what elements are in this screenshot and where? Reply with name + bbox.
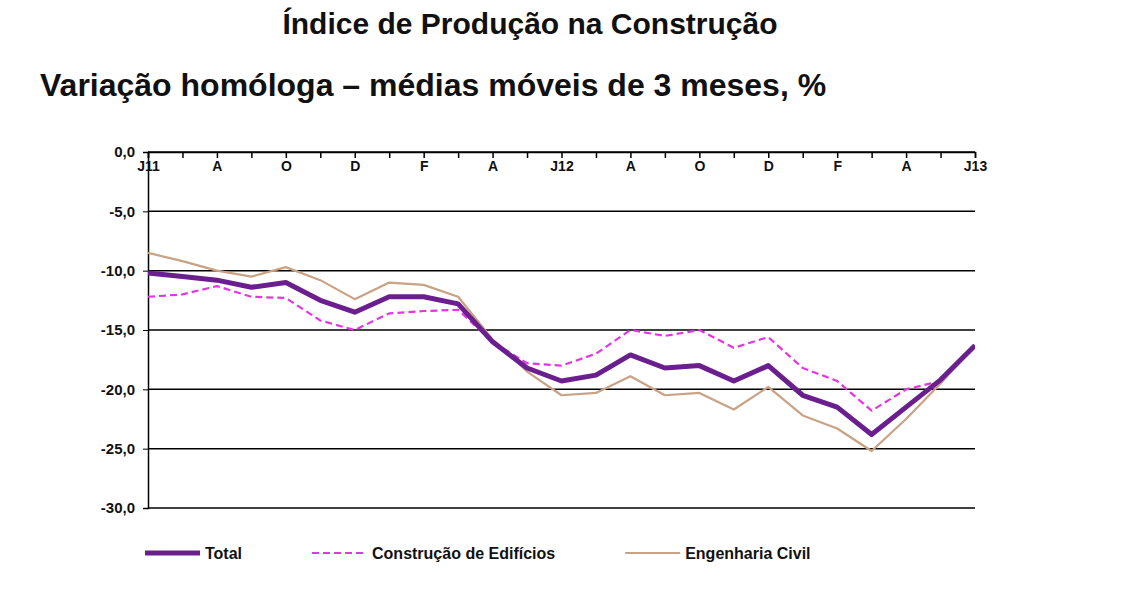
x-tick-mark (458, 152, 460, 158)
legend-item: Total (145, 545, 242, 562)
x-tick-mark (251, 152, 253, 158)
y-tick-mark (143, 211, 148, 212)
legend: Total Construção de Edifícios Engenharia C… (145, 545, 811, 562)
legend-label: Engenharia Civil (685, 545, 810, 562)
x-tick-label: A (626, 158, 636, 174)
x-tick-mark (665, 152, 667, 158)
x-tick (734, 152, 735, 158)
x-tick-mark (320, 152, 322, 158)
grid (148, 152, 975, 508)
legend-swatch (145, 551, 200, 556)
grid-line (148, 329, 975, 331)
y-tick-label: 0,0 (114, 143, 135, 160)
x-tick: D (764, 152, 774, 174)
x-tick-label: J11 (137, 158, 160, 174)
x-tick: J12 (550, 152, 574, 174)
x-tick (320, 152, 321, 158)
y-tick-mark (143, 508, 148, 509)
x-tick: O (694, 152, 705, 174)
chart-container: Índice de Produção na Construção Variação… (0, 0, 1128, 591)
x-tick-label: F (420, 158, 429, 174)
y-tick-mark (143, 152, 148, 153)
y-axis-line (143, 153, 149, 509)
y-tick-label: -10,0 (101, 262, 135, 279)
series-line (148, 286, 975, 411)
x-tick-label: A (488, 158, 498, 174)
x-tick: F (833, 152, 842, 174)
y-tick-label: -20,0 (101, 381, 135, 398)
x-tick (251, 152, 252, 158)
y-tick-mark (143, 271, 148, 272)
chart-title: Índice de Produção na Construção (282, 7, 777, 40)
x-tick: A (488, 152, 498, 174)
grid-line (148, 211, 975, 213)
y-tick-label: -5,0 (109, 203, 135, 220)
x-tick (872, 152, 873, 158)
x-tick (458, 152, 459, 158)
x-tick: A (626, 152, 636, 174)
x-tick-mark (871, 152, 873, 158)
grid-line (148, 448, 975, 450)
x-tick-mark (389, 152, 391, 158)
x-tick (596, 152, 597, 158)
x-tick (803, 152, 804, 158)
x-tick-mark (940, 152, 942, 158)
x-tick: F (420, 152, 429, 174)
chart-svg: Índice de Produção na Construção Variação… (0, 0, 1128, 591)
y-tick-label: -30,0 (101, 499, 135, 516)
x-tick-mark (596, 152, 598, 158)
x-tick-label: J12 (550, 158, 574, 174)
x-tick-label: A (902, 158, 912, 174)
x-tick-label: O (281, 158, 292, 174)
legend-label: Total (205, 545, 242, 562)
x-tick (941, 152, 942, 158)
x-tick-mark (802, 152, 804, 158)
y-tick-mark (143, 330, 148, 331)
y-tick: -20,0 (101, 381, 148, 398)
y-tick-mark (143, 449, 148, 450)
x-tick (527, 152, 528, 158)
legend-swatch (625, 552, 680, 554)
chart-subtitle: Variação homóloga – médias móveis de 3 m… (40, 67, 826, 103)
legend-label: Construção de Edifícios (372, 545, 555, 562)
x-tick (665, 152, 666, 158)
x-axis: J11 A O D F A J12 A O D F A J13 (137, 152, 987, 174)
legend-item: Construção de Edifícios (312, 545, 555, 562)
x-tick-label: A (212, 158, 222, 174)
x-tick-label: O (694, 158, 705, 174)
x-tick: A (902, 152, 912, 174)
x-tick: A (212, 152, 222, 174)
legend-swatch (312, 552, 367, 554)
x-tick: D (350, 152, 360, 174)
y-tick-mark (143, 389, 148, 390)
x-tick-mark (182, 152, 184, 158)
y-tick: -5,0 (109, 203, 148, 220)
y-tick: -25,0 (101, 440, 148, 457)
x-tick-label: D (764, 158, 774, 174)
x-tick: J13 (964, 152, 988, 174)
y-tick: -15,0 (101, 321, 148, 338)
y-tick-label: -25,0 (101, 440, 135, 457)
x-tick (389, 152, 390, 158)
x-tick: J11 (137, 152, 160, 174)
x-tick-label: J13 (964, 158, 988, 174)
series-line (148, 273, 975, 434)
x-tick-mark (527, 152, 529, 158)
y-axis: -30,0 -25,0 -20,0 -15,0 -10,0 -5,0 0,0 (101, 143, 149, 516)
x-tick (182, 152, 183, 158)
x-tick-label: F (833, 158, 842, 174)
series-line (148, 253, 975, 451)
x-tick-label: D (350, 158, 360, 174)
grid-line (148, 389, 975, 391)
series-lines (148, 253, 975, 451)
y-tick-label: -15,0 (101, 321, 135, 338)
grid-line (148, 507, 975, 509)
y-tick: -10,0 (101, 262, 148, 279)
background (0, 0, 1128, 591)
y-tick: -30,0 (101, 499, 148, 516)
x-tick-mark (734, 152, 736, 158)
legend-item: Engenharia Civil (625, 545, 810, 562)
x-tick: O (281, 152, 292, 174)
